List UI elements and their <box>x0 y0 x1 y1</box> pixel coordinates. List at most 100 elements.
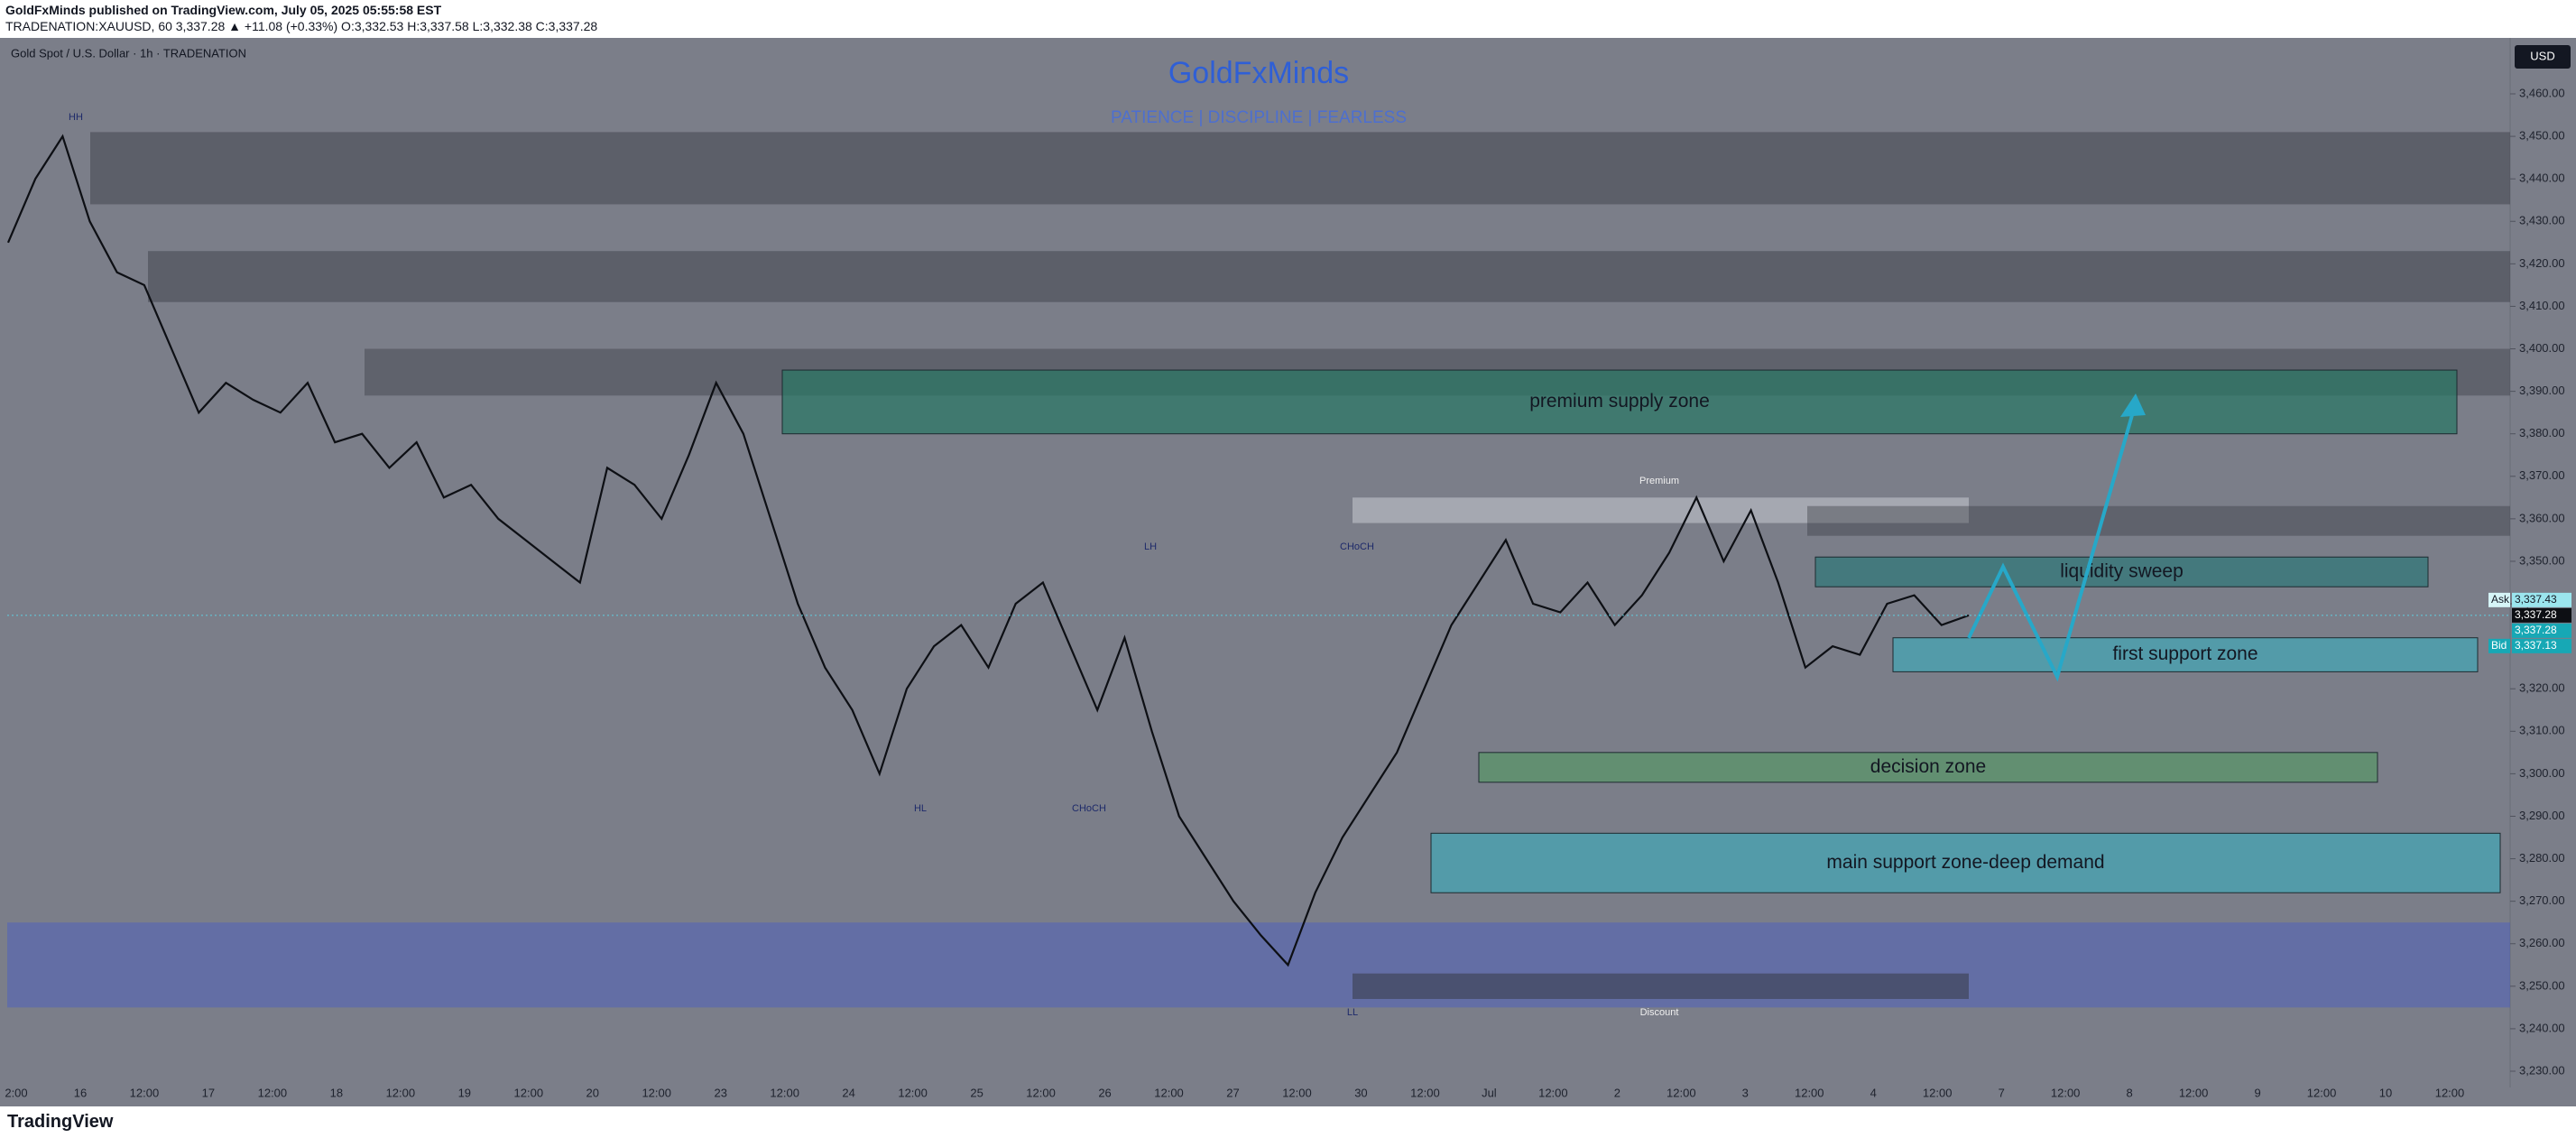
projection-arrow <box>2120 393 2146 417</box>
structure-label: HH <box>69 112 83 123</box>
price-badge <box>2512 623 2571 638</box>
zone <box>90 132 2510 205</box>
symbol-line: TRADENATION:XAUUSD, 60 3,337.28 ▲ +11.08… <box>5 19 598 33</box>
price-tick-label: 3,360.00 <box>2519 511 2565 524</box>
time-label: 12:00 <box>1410 1086 1440 1099</box>
price-tick-label: 3,240.00 <box>2519 1021 2565 1034</box>
publisher: GoldFxMinds published on TradingView.com… <box>5 3 442 17</box>
price-tick-label: 3,350.00 <box>2519 553 2565 567</box>
zone <box>1807 505 2510 536</box>
zone <box>1814 556 2429 588</box>
zone <box>148 251 2510 302</box>
price-tick-label: 3,400.00 <box>2519 341 2565 355</box>
time-label: 24 <box>842 1086 854 1099</box>
price-axis <box>2510 38 2576 1106</box>
time-label: 20 <box>586 1086 599 1099</box>
currency[interactable]: USD <box>2530 49 2554 62</box>
time-label: 9 <box>2254 1086 2260 1099</box>
chart-title: Gold Spot / U.S. Dollar · 1h · TRADENATI… <box>11 46 246 60</box>
time-label: 19 <box>458 1086 471 1099</box>
price-badge <box>2488 638 2510 653</box>
price-badge-label: 3,337.43 <box>2515 593 2557 606</box>
price-line <box>6 134 1970 967</box>
time-label: 18 <box>330 1086 343 1099</box>
time-label: 8 <box>2127 1086 2133 1099</box>
time-label: 23 <box>714 1086 726 1099</box>
price-tick-label: 3,420.00 <box>2519 256 2565 270</box>
price-badge <box>2488 592 2510 607</box>
structure-label: Premium <box>1639 476 1679 486</box>
zone-label: first support zone <box>2112 643 2257 664</box>
price-tick-label: 3,280.00 <box>2519 851 2565 865</box>
price-badge-label: 3,337.28 <box>2515 608 2557 621</box>
time-label: 3 <box>1742 1086 1749 1099</box>
structure-label: CHoCH <box>1340 541 1374 552</box>
zone <box>7 922 2510 1008</box>
time-label: 10 <box>2379 1086 2392 1099</box>
time-label: 12:00 <box>1282 1086 1312 1099</box>
price-tick-label: 3,230.00 <box>2519 1063 2565 1077</box>
time-label: 16 <box>74 1086 87 1099</box>
motto: PATIENCE | DISCIPLINE | FEARLESS <box>1111 108 1407 127</box>
time-label: 27 <box>1226 1086 1239 1099</box>
time-label: 12:00 <box>258 1086 288 1099</box>
zone <box>1353 973 1969 999</box>
price-tick-label: 3,290.00 <box>2519 809 2565 822</box>
time-label: 12:00 <box>2435 1086 2465 1099</box>
header: GoldFxMinds published on TradingView.com… <box>0 0 2576 38</box>
time-label: 7 <box>1999 1086 2005 1099</box>
watermark: GoldFxMinds <box>1168 56 1349 90</box>
time-label: 12:00 <box>386 1086 416 1099</box>
price-tick-label: 3,370.00 <box>2519 468 2565 482</box>
structure-label: CHoCH <box>1072 803 1106 814</box>
time-label: Jul <box>1482 1086 1497 1099</box>
price-tick-label: 3,250.00 <box>2519 978 2565 992</box>
zone <box>1478 752 2378 783</box>
price-tick-label: 3,390.00 <box>2519 384 2565 397</box>
zone <box>1353 497 1969 523</box>
chart-area: Gold Spot / U.S. Dollar · 1h · TRADENATI… <box>0 38 2576 1106</box>
time-label: 12:00 <box>2051 1086 2081 1099</box>
time-label: 26 <box>1098 1086 1111 1099</box>
time-label: 12:00 <box>770 1086 799 1099</box>
projection-path <box>1967 402 2137 682</box>
zone <box>1430 832 2501 893</box>
price-tick-label: 3,410.00 <box>2519 299 2565 312</box>
zone-label: premium supply zone <box>1529 391 1710 412</box>
price-badge-label: Ask <box>2491 593 2510 606</box>
price-badge <box>2512 638 2571 653</box>
structure-label: LL <box>1347 1007 1358 1018</box>
price-badge-label: 3,337.28 <box>2515 624 2557 636</box>
time-label: 30 <box>1354 1086 1367 1099</box>
time-label: 2:00 <box>5 1086 27 1099</box>
time-label: 12:00 <box>514 1086 544 1099</box>
price-tick-label: 3,300.00 <box>2519 766 2565 780</box>
time-label: 4 <box>1870 1086 1877 1099</box>
price-tick-label: 3,320.00 <box>2519 681 2565 695</box>
price-tick-label: 3,310.00 <box>2519 724 2565 737</box>
price-badge <box>2512 607 2571 623</box>
time-label: 12:00 <box>1538 1086 1568 1099</box>
footer: TradingView <box>0 1106 2576 1138</box>
time-label: 12:00 <box>1923 1086 1953 1099</box>
time-label: 12:00 <box>1667 1086 1696 1099</box>
price-badge-label: Bid <box>2491 639 2507 652</box>
time-label: 2 <box>1614 1086 1620 1099</box>
currency-badge[interactable] <box>2515 45 2571 69</box>
time-label: 12:00 <box>1795 1086 1824 1099</box>
brand: TradingView <box>7 1112 114 1132</box>
structure-label: LH <box>1144 541 1157 552</box>
time-label: 12:00 <box>1154 1086 1184 1099</box>
zone-label: main support zone-deep demand <box>1826 852 2104 873</box>
price-tick-label: 3,270.00 <box>2519 893 2565 907</box>
zone <box>781 369 2458 435</box>
time-label: 25 <box>970 1086 983 1099</box>
price-tick-label: 3,380.00 <box>2519 426 2565 439</box>
price-tick-label: 3,430.00 <box>2519 214 2565 227</box>
price-badge-label: 3,337.13 <box>2515 639 2557 652</box>
zone-label: decision zone <box>1870 756 1986 777</box>
time-label: 12:00 <box>898 1086 928 1099</box>
price-badge <box>2512 592 2571 607</box>
price-tick-label: 3,450.00 <box>2519 129 2565 143</box>
